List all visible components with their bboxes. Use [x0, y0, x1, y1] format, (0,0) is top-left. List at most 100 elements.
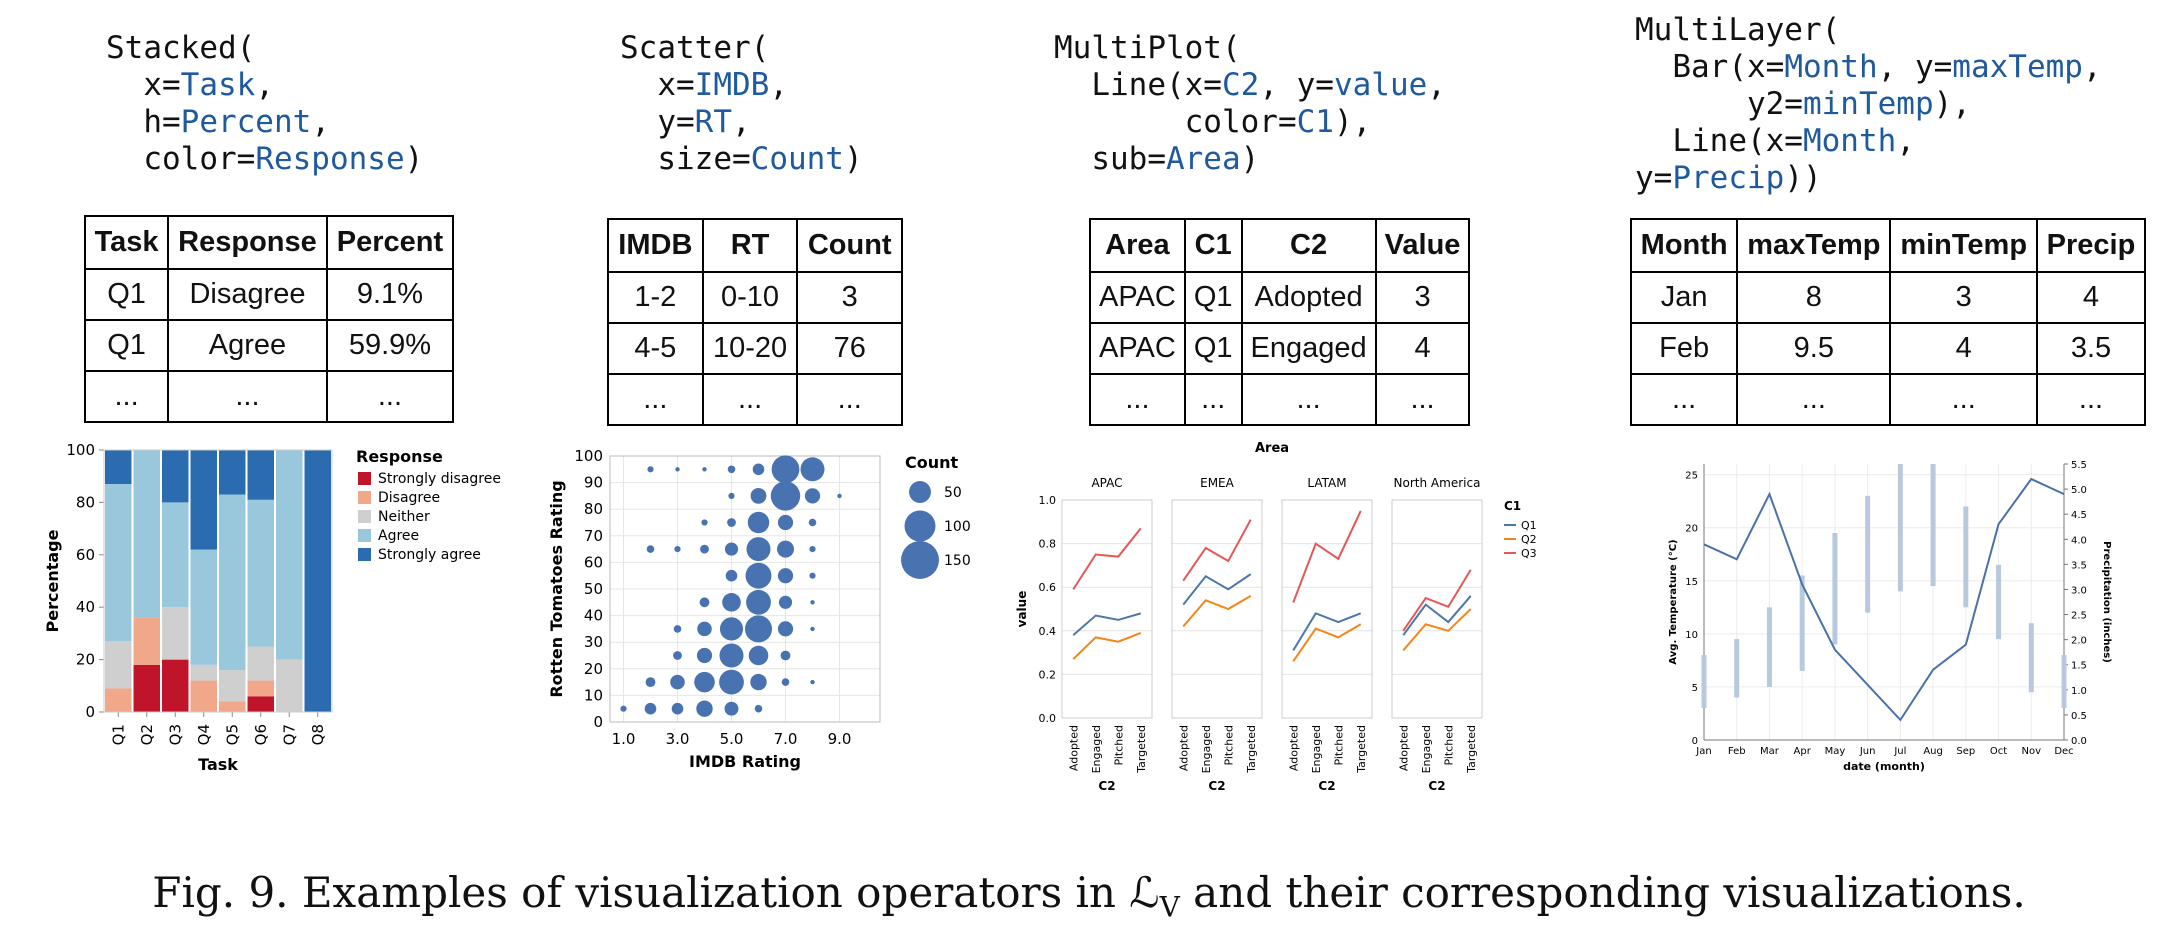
x-tick-label: Q4 [195, 724, 213, 745]
table-cell: ... [83, 370, 170, 423]
x-tick-label: Jun [1859, 746, 1876, 757]
scatter-point [724, 542, 739, 556]
table-header-cell: Task [83, 215, 170, 270]
y-right-axis-title: Precipitation (inches) [2101, 541, 2112, 663]
y-tick-label: 0 [593, 713, 603, 731]
scatter-point [701, 519, 708, 526]
table-cell: ... [1240, 373, 1377, 426]
x-tick-label: 7.0 [774, 730, 798, 748]
table-header-row: IMDB RT Count [607, 218, 903, 273]
scatter-point [724, 701, 739, 716]
y-left-tick-label: 0 [1692, 736, 1698, 747]
x-tick-label: May [1825, 746, 1846, 757]
table-row: ............ [1629, 373, 2147, 426]
series-line [1072, 527, 1142, 590]
code-token: MultiLayer( [1635, 12, 1841, 48]
table-cell: ... [167, 370, 328, 423]
code-token: y= [620, 104, 695, 140]
scatter-point [647, 466, 654, 473]
scatter-point [777, 621, 794, 637]
code-token: MultiPlot( [1054, 30, 1241, 66]
multiplot-chart: Area 0.0 0.2 0.4 0.6 0.8 1.0 value APAC Adopted En… [1015, 441, 1537, 793]
code-token: ) [843, 141, 863, 177]
figure-caption: Fig. 9. Examples of visualization operat… [0, 868, 2178, 923]
code-field-name: IMDB [694, 67, 770, 103]
facet-frame [1171, 499, 1263, 719]
legend-size-circle [909, 481, 931, 503]
range-bar [1963, 506, 1969, 608]
scatter-point [780, 650, 791, 661]
scatter-point [671, 702, 684, 715]
y-tick-label: 60 [76, 546, 95, 564]
plot-frame [609, 455, 881, 723]
table-header-row: Area C1 C2 Value [1089, 218, 1471, 273]
code-token: , y= [1877, 49, 1953, 85]
x-axis-title: C2 [1318, 779, 1335, 793]
scatter-point [781, 678, 790, 686]
bar-segment [219, 701, 246, 712]
code-token: , [2082, 49, 2102, 85]
series-line [1072, 632, 1142, 660]
facet-title: EMEA [1200, 476, 1235, 490]
code-token: Bar(x= [1635, 49, 1785, 85]
code-token: Scatter( [620, 30, 770, 66]
scatter-point [804, 488, 821, 504]
scatter-point [702, 467, 707, 472]
bar-segment [162, 502, 189, 608]
scatter-point [645, 677, 656, 688]
series-line [1292, 623, 1362, 662]
range-bar [1832, 533, 1838, 645]
code-field-name: maxTemp [1952, 49, 2083, 85]
scatter-point [808, 518, 817, 527]
scatter-point [728, 492, 735, 499]
series-line [1402, 569, 1472, 632]
y-tick-label: 100 [66, 441, 95, 459]
x-tick-label: Oct [1990, 746, 2007, 757]
code-field-name: Count [750, 141, 844, 177]
code-token: Stacked( [106, 30, 256, 66]
code-field-name: RT [694, 104, 732, 140]
x-tick-label: Q8 [309, 724, 327, 745]
table-row: APAC Q1 Engaged 4 [1089, 322, 1471, 375]
y-right-tick-label: 4.5 [2071, 510, 2087, 521]
caption-subscript: V [1159, 890, 1180, 924]
table-row: 1-2 0-10 3 [607, 271, 903, 324]
scatter-point [727, 465, 736, 474]
y-right-tick-label: 0.5 [2071, 711, 2087, 722]
y-tick-label: 80 [76, 493, 95, 511]
table-header-cell: Month [1629, 218, 1739, 273]
scatter-point [777, 514, 794, 531]
x-axis-title: date (month) [1843, 760, 1925, 773]
y-right-tick-label: 2.5 [2071, 611, 2087, 622]
legend-label: 150 [944, 553, 970, 569]
code-token: , [1896, 123, 1915, 159]
table-cell: ... [1183, 373, 1243, 426]
legend-label: 50 [944, 485, 962, 501]
x-axis-title: C2 [1428, 779, 1445, 793]
x-tick-label: Nov [2022, 746, 2042, 757]
table-header-cell: C2 [1240, 218, 1377, 273]
bar-segment [190, 680, 217, 712]
scatter-point [696, 700, 713, 717]
scatter-point [719, 617, 744, 641]
y-axis-title: Percentage [43, 529, 62, 632]
bar-segment [247, 680, 274, 697]
y-right-tick-label: 3.0 [2071, 585, 2087, 596]
table-cell: Feb [1629, 322, 1739, 375]
table-cell: 8 [1736, 271, 1892, 324]
code-token: y= [1635, 160, 1673, 196]
table-cell: 4 [1374, 322, 1471, 375]
facet-header: Area [1255, 441, 1289, 456]
table-header-cell: C1 [1183, 218, 1243, 273]
x-tick-label: Q1 [109, 724, 127, 745]
table-cell: 4 [2035, 271, 2147, 324]
code-multiplot: MultiPlot( Line(x=C2, y=value, color=C1)… [1054, 30, 1446, 178]
range-bar [1930, 464, 1936, 587]
x-tick-label: Apr [1794, 746, 1812, 757]
scatter-point [675, 467, 680, 472]
table-cell: ... [1629, 373, 1739, 426]
table-header-cell: Count [796, 218, 903, 273]
code-token: ), [1933, 86, 1971, 122]
table-cell: 3 [1889, 271, 2038, 324]
table-cell: Disagree [167, 268, 328, 321]
